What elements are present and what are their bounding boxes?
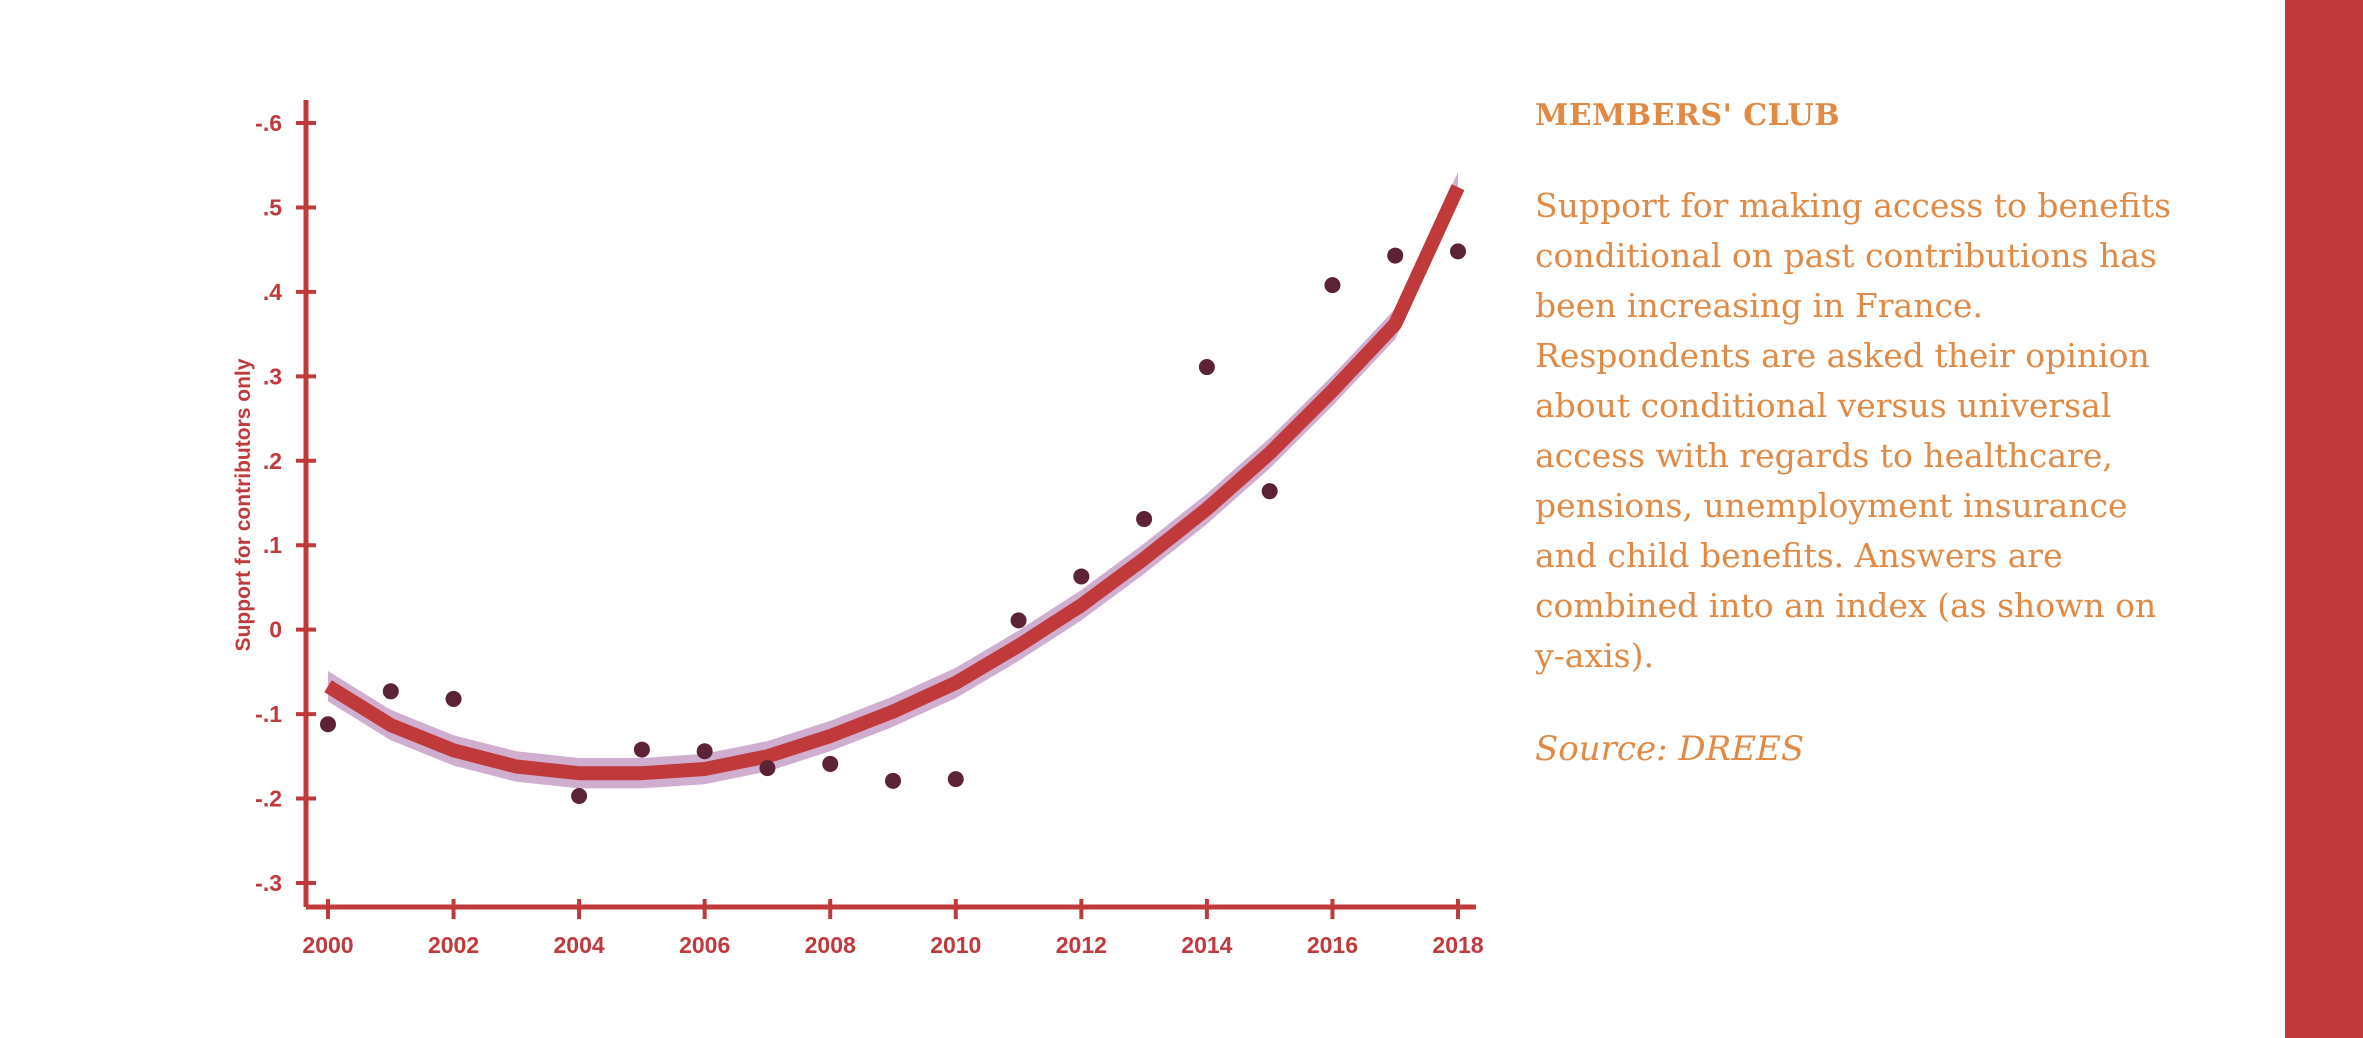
data-point [822,755,839,772]
fit-line [324,184,1465,781]
y-tick-label: .2 [263,448,282,474]
data-point [947,771,964,788]
data-point [1073,568,1090,585]
x-tick-label: 2008 [805,932,856,958]
y-tick-label: -.2 [255,786,282,812]
x-tick-label: 2018 [1432,932,1483,958]
y-tick-label: .4 [263,279,282,305]
fit-confidence-band [328,172,1458,789]
x-tick-label: 2004 [554,932,605,958]
y-tick-label: 0 [269,617,282,643]
panel-title: MEMBERS' CLUB [1535,98,1841,133]
x-tick-label: 2016 [1307,932,1358,958]
data-point [1324,277,1341,294]
fit-confidence-band-group [328,172,1458,789]
y-tick-label: -.3 [255,870,282,896]
side-accent-bar [2285,0,2363,1038]
y-tick-label: .5 [263,194,282,220]
fit-line-group [324,184,1465,781]
data-point [885,772,901,789]
scatter-points-group [320,243,1466,805]
data-point [759,760,776,777]
data-point [1261,483,1278,500]
y-axis-label: Support for contributors only [232,358,255,651]
data-point [1450,243,1466,260]
x-tick-label: 2002 [428,932,479,958]
data-point [1198,359,1215,376]
y-tick-label: -.1 [255,701,282,727]
y-tick-label: .1 [263,532,282,558]
data-point [1136,511,1153,528]
x-tick-label: 2000 [302,932,353,958]
data-point [633,741,650,758]
data-point [1387,247,1404,264]
data-point [571,788,588,805]
data-point [696,743,713,760]
description-panel: MEMBERS' CLUB Support for making access … [1535,98,2175,769]
data-point [1010,612,1027,629]
y-tick-label: .3 [263,363,282,389]
y-tick-label: -.6 [255,110,282,136]
data-point [382,683,399,700]
x-tick-label: 2014 [1181,932,1232,958]
x-tick-label: 2006 [679,932,730,958]
panel-body: Support for making access to benefits co… [1535,186,2172,675]
chart: -.6 .5 .4 .3 .2 .1 0 -.1 -.2 -.3 2000 2002 2004 2006 2… [232,100,1484,958]
x-tick-label: 2012 [1056,932,1107,958]
x-tick-label: 2010 [930,932,981,958]
axes-group: -.6 .5 .4 .3 .2 .1 0 -.1 -.2 -.3 2000 2002 2004 2006 2… [255,100,1484,958]
data-point [320,716,336,733]
panel-source: Source: DREES [1535,729,1805,769]
data-point [445,690,462,707]
